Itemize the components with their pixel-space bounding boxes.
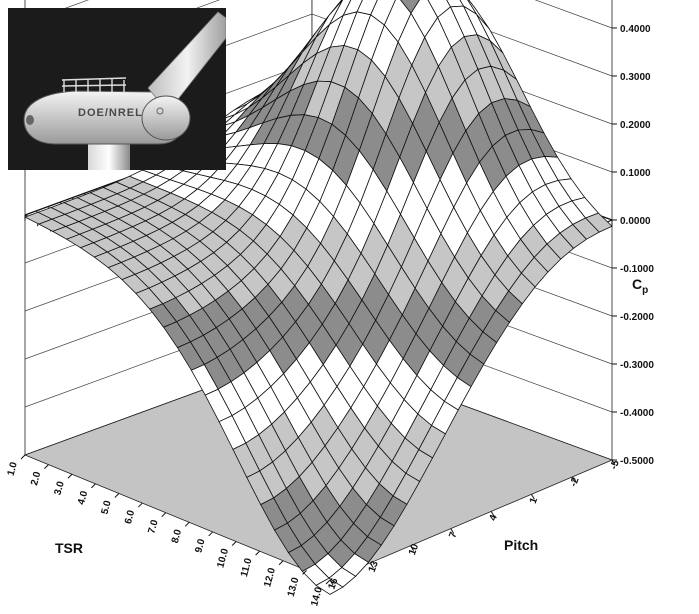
- tsr-tick-mark: [44, 464, 49, 469]
- pitch-tick-label: 7: [447, 530, 459, 539]
- cp-axis-title: Cp: [632, 276, 648, 296]
- pitch-tick-mark: [530, 494, 535, 500]
- tsr-tick-label: 7.0: [146, 518, 160, 535]
- tsr-tick-mark: [184, 521, 190, 527]
- turbine-photo-inset: DOE/NREL: [8, 8, 226, 170]
- tsr-tick-mark: [91, 483, 96, 489]
- tsr-tick-label: 12.0: [262, 566, 278, 588]
- tsr-tick-mark: [302, 570, 307, 575]
- tsr-tick-label: 11.0: [239, 557, 255, 579]
- cp-tick-label: -0.3000: [620, 360, 654, 371]
- cp-tick-label: 0.2000: [620, 120, 651, 131]
- cp-tick-label: 0.3000: [620, 72, 651, 83]
- pitch-axis-ticks: -5 -2 1 4 7 10 13 16: [326, 458, 622, 591]
- tsr-tick-label: 8.0: [170, 528, 184, 545]
- tsr-tick-mark: [325, 579, 331, 585]
- pitch-tick-mark: [490, 511, 495, 517]
- cp-tick-label: -0.2000: [620, 312, 654, 323]
- cp-tick-label: -0.1000: [620, 264, 654, 275]
- nacelle-railing: [61, 77, 127, 92]
- tsr-tick-label: 14.0: [309, 586, 325, 608]
- pitch-tick-label: 4: [488, 513, 500, 522]
- pitch-tick-mark: [369, 562, 374, 569]
- cp-tick-label: 0.0000: [620, 216, 651, 227]
- tsr-tick-mark: [20, 454, 26, 460]
- tsr-tick-label: 4.0: [76, 489, 90, 506]
- tsr-tick-label: 2.0: [29, 470, 43, 487]
- pitch-tick-label: -2: [568, 476, 582, 489]
- cp-surface: [23, 0, 613, 595]
- cp-tick-label: -0.5000: [620, 456, 654, 467]
- tsr-tick-label: 6.0: [123, 509, 137, 526]
- nacelle-lettering: DOE/NREL: [78, 107, 143, 119]
- pitch-tick-label: 13: [367, 559, 381, 574]
- pitch-tick-label: 16: [326, 576, 340, 591]
- pitch-tick-label: 1: [528, 496, 540, 505]
- tsr-tick-mark: [114, 493, 120, 498]
- tsr-tick-label: 1.0: [6, 461, 20, 478]
- cp-tick-label: -0.4000: [620, 408, 654, 419]
- tsr-tick-label: 5.0: [100, 499, 114, 516]
- tsr-tick-mark: [208, 531, 214, 537]
- pitch-tick-mark: [450, 528, 455, 534]
- tsr-tick-mark: [255, 550, 260, 556]
- cp-tick-label: 0.1000: [620, 168, 651, 179]
- tsr-tick-mark: [137, 502, 143, 508]
- cp-tick-label: 0.4000: [620, 24, 651, 35]
- tsr-tick-mark: [161, 512, 167, 518]
- pitch-tick-mark: [571, 476, 576, 483]
- tsr-tick-label: 13.0: [286, 576, 302, 598]
- pitch-tick-mark: [611, 459, 616, 466]
- pitch-axis-title: Pitch: [504, 537, 538, 553]
- pitch-tick-label: 10: [407, 542, 421, 557]
- tsr-tick-mark: [231, 541, 237, 546]
- cp-axis-ticks: 0.50000.40000.30000.20000.10000.0000-0.1…: [612, 24, 654, 467]
- tsr-tick-mark: [278, 560, 284, 566]
- hub-shape: [141, 95, 191, 141]
- tsr-tick-mark: [67, 473, 73, 479]
- tsr-tick-label: 3.0: [53, 480, 67, 497]
- tsr-tick-label: 9.0: [193, 537, 207, 554]
- tsr-tick-label: 10.0: [215, 547, 231, 569]
- tsr-axis-ticks: 1.0 2.0 3.0 4.0 5.0 6.0 7.0 8.0 9.0 10.0 11.0 12.0 1…: [6, 454, 331, 608]
- pitch-tick-mark: [410, 545, 415, 551]
- surface-cell: [315, 577, 344, 595]
- pitch-tick-mark: [329, 579, 334, 586]
- pitch-tick-label: -5: [608, 458, 622, 471]
- tsr-axis-title: TSR: [55, 540, 83, 556]
